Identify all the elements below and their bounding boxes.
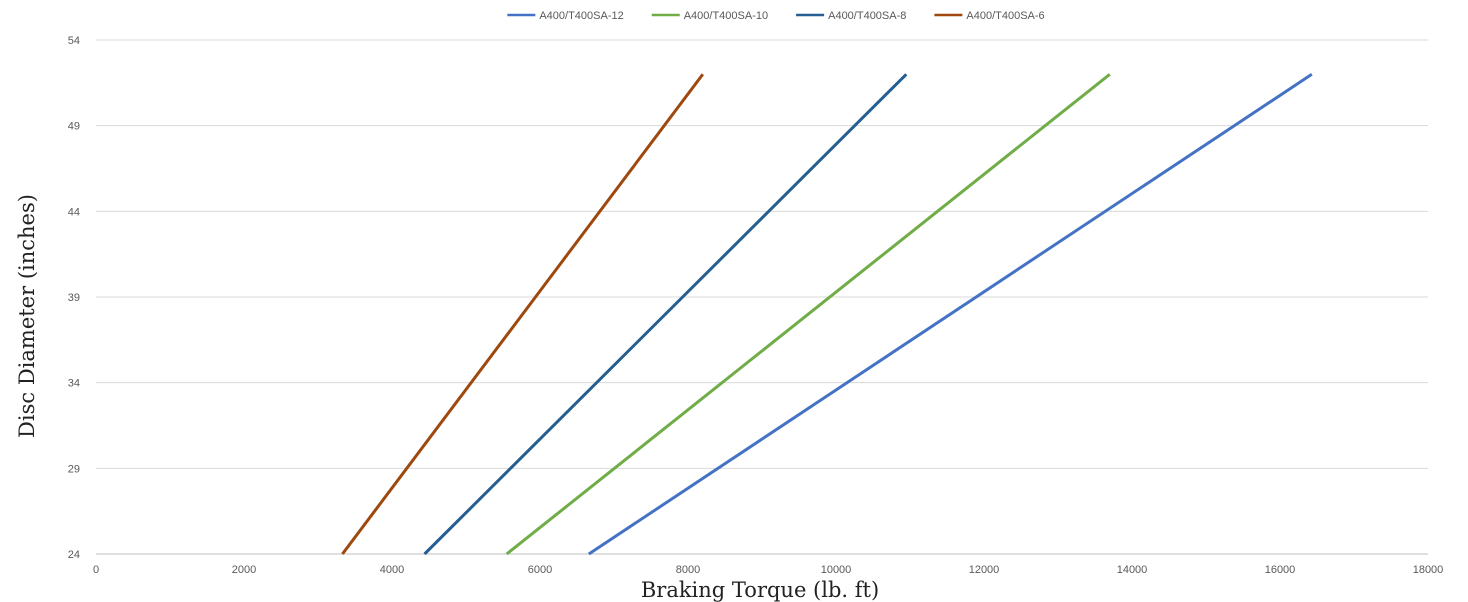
y-tick-label: 24 xyxy=(68,549,80,561)
x-tick-label: 6000 xyxy=(528,564,552,576)
legend-item: A400/T400SA-10 xyxy=(651,10,768,22)
x-tick-label: 12000 xyxy=(969,564,1000,576)
series-line-a400-t400sa-6 xyxy=(341,73,704,555)
series-line-a400-t400sa-10 xyxy=(505,73,1111,556)
legend-label: A400/T400SA-12 xyxy=(539,10,623,22)
y-axis-ticks: 24 29 34 39 44 49 54 xyxy=(68,35,80,561)
series-line-a400-t400sa-8 xyxy=(423,73,908,556)
x-tick-label: 14000 xyxy=(1117,564,1148,576)
x-tick-label: 8000 xyxy=(676,564,700,576)
x-tick-label: 16000 xyxy=(1265,564,1296,576)
legend-label: A400/T400SA-8 xyxy=(828,10,906,22)
gridlines xyxy=(96,39,1428,555)
plot-series xyxy=(341,73,1313,556)
y-tick-label: 44 xyxy=(68,206,80,218)
legend-label: A400/T400SA-10 xyxy=(684,10,768,22)
x-tick-label: 2000 xyxy=(232,564,256,576)
legend-item: A400/T400SA-12 xyxy=(507,10,624,22)
legend-item: A400/T400SA-8 xyxy=(796,10,906,22)
series-line-a400-t400sa-12 xyxy=(588,73,1313,556)
x-tick-label: 18000 xyxy=(1413,564,1444,576)
y-tick-label: 39 xyxy=(68,292,80,304)
x-tick-label: 10000 xyxy=(821,564,852,576)
legend-label: A400/T400SA-6 xyxy=(966,10,1044,22)
x-tick-label: 4000 xyxy=(380,564,404,576)
y-tick-label: 34 xyxy=(68,378,80,390)
x-tick-label: 0 xyxy=(93,564,99,576)
y-tick-label: 29 xyxy=(68,463,80,475)
y-tick-label: 54 xyxy=(68,35,80,47)
x-axis-ticks: 0 2000 4000 6000 8000 10000 12000 14000 16000 180… xyxy=(93,564,1443,576)
x-axis-title: Braking Torque (lb. ft) xyxy=(641,578,879,602)
y-tick-label: 49 xyxy=(68,121,80,133)
y-axis-title: Disc Diameter (inches) xyxy=(15,194,39,438)
legend-item: A400/T400SA-6 xyxy=(934,10,1045,22)
legend: A400/T400SA-12 A400/T400SA-10 A400/T400SA-… xyxy=(507,10,1045,22)
